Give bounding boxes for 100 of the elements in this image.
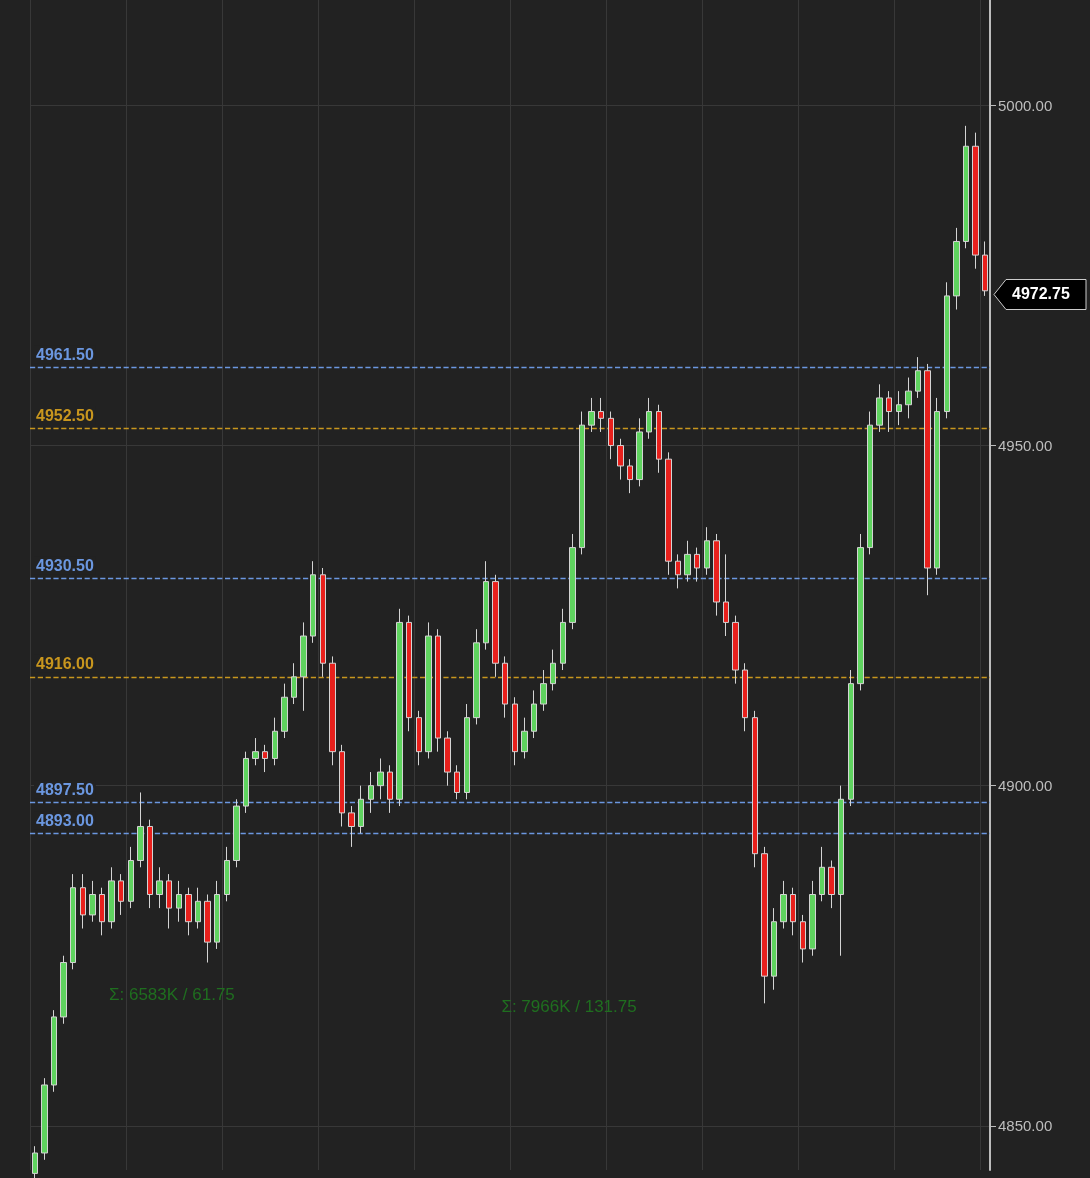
candlestick (598, 397, 604, 433)
candlestick (147, 819, 153, 909)
annotation: Σ: 6583K / 61.75 (109, 985, 235, 1005)
candlestick (406, 615, 412, 732)
candlestick (454, 764, 460, 800)
candlestick (137, 791, 144, 868)
candlestick (924, 363, 931, 596)
candlestick (243, 751, 249, 814)
candlestick (70, 873, 76, 970)
candlestick (656, 404, 662, 474)
candlestick (800, 914, 806, 964)
candlestick (713, 533, 720, 617)
candlestick (320, 567, 326, 678)
candlestick (809, 880, 816, 957)
candlestick (444, 730, 451, 787)
ref-line-label: 4897.50 (36, 781, 94, 799)
candlestick (224, 846, 230, 902)
candlestick (329, 655, 336, 766)
candlestick (704, 526, 710, 576)
candlestick (156, 866, 163, 909)
candlestick (752, 710, 758, 868)
annotation: Σ: 7966K / 131.75 (501, 997, 637, 1017)
candlestick (934, 397, 940, 576)
candlestick (905, 377, 912, 419)
ref-line-label: 4952.50 (36, 407, 94, 425)
candlestick (435, 628, 441, 753)
candlestick (915, 356, 921, 399)
candlestick (118, 873, 124, 916)
candlestick (886, 390, 892, 433)
candlestick (828, 859, 835, 909)
candlestick (627, 458, 633, 494)
y-tick-label: 4850.00 (998, 1117, 1053, 1135)
candlestick (560, 608, 566, 671)
candlestick (99, 887, 105, 936)
candlestick (339, 744, 345, 827)
candlestick (723, 553, 729, 637)
candlestick (608, 411, 614, 460)
candlestick (483, 560, 489, 651)
candlestick (348, 805, 355, 848)
candlestick (396, 608, 403, 807)
candlestick (838, 785, 844, 957)
candlestick (646, 397, 652, 440)
candlestick (521, 717, 528, 759)
candlestick (60, 955, 67, 1025)
candlestick (272, 717, 278, 766)
candlestick (51, 1009, 57, 1093)
candlestick (387, 764, 393, 814)
y-tick-label: 5000.00 (998, 96, 1053, 114)
candlestick (867, 411, 873, 555)
candlestick (176, 880, 182, 923)
candlestick (291, 662, 297, 705)
candlestick (953, 227, 960, 311)
candlestick (310, 560, 316, 644)
candlestick (204, 894, 211, 964)
candlestick (944, 281, 950, 419)
candlestick (896, 390, 902, 426)
candlestick (665, 451, 672, 576)
candlestick (492, 574, 499, 678)
ref-line-label: 4893.00 (36, 811, 94, 829)
candlestick (108, 866, 115, 930)
candlestick (790, 887, 796, 936)
candlestick (732, 615, 739, 685)
y-tick-label: 4950.00 (998, 437, 1053, 455)
candlestick (876, 383, 883, 433)
candlestick (761, 846, 768, 1004)
candlestick (771, 907, 777, 991)
candlestick (742, 662, 748, 732)
candlestick (972, 132, 979, 270)
candlestick (579, 411, 585, 555)
text: 4972.75 (1012, 285, 1070, 302)
candlestick (531, 689, 537, 739)
candlestick (675, 553, 681, 589)
candlestick (473, 628, 480, 725)
candlestick (41, 1077, 48, 1161)
candlestick (512, 696, 518, 766)
candlestick (262, 744, 268, 773)
candlestick (540, 669, 547, 712)
ref-line-label: 4961.50 (36, 345, 94, 363)
candlestick (368, 771, 374, 814)
candlestick (636, 417, 643, 487)
candlestick (89, 880, 96, 923)
candlestick (80, 873, 86, 930)
candlestick (195, 887, 201, 930)
candlestick (963, 125, 969, 249)
candlestick (214, 880, 220, 950)
candlestick (128, 846, 134, 909)
candlestick (588, 397, 595, 433)
candlestick (185, 887, 192, 936)
candlestick (358, 785, 364, 834)
candlestick (233, 798, 240, 868)
candlestick (617, 438, 624, 481)
candlestick (252, 737, 259, 766)
candlestick (416, 710, 422, 766)
candlestick (780, 880, 787, 930)
y-tick-label: 4900.00 (998, 777, 1053, 795)
candlestick (300, 621, 307, 712)
candlestick (684, 540, 691, 583)
ref-line-label: 4930.50 (36, 556, 94, 574)
candlestick (694, 547, 700, 583)
candlestick (281, 683, 288, 739)
